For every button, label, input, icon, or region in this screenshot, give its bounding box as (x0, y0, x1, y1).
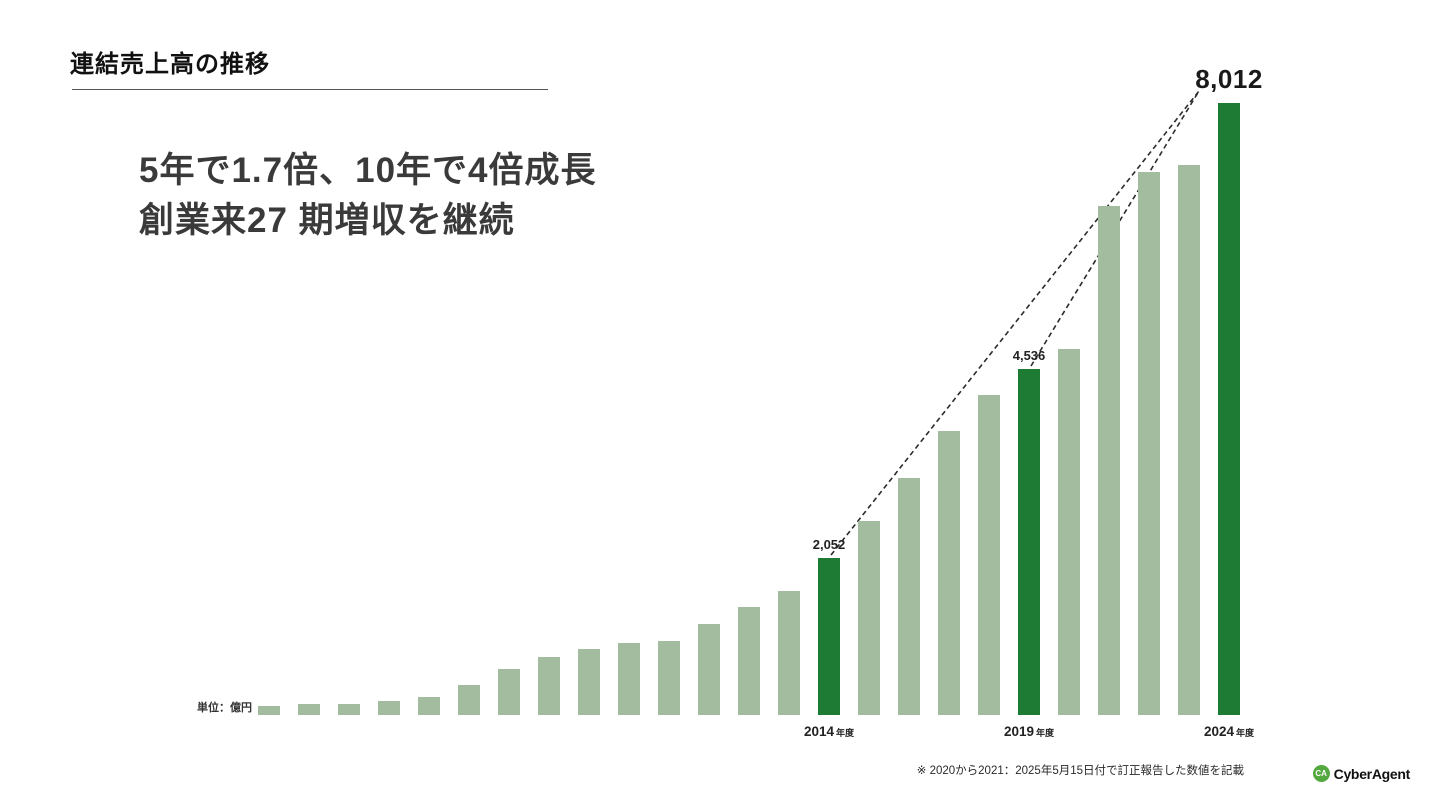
bar-2017 (938, 431, 960, 715)
bar-2002 (338, 704, 360, 715)
bar-2008 (578, 649, 600, 715)
cyberagent-logo: CA CyberAgent (1312, 765, 1411, 782)
bar-2021 (1098, 206, 1120, 715)
bar-2020 (1058, 349, 1080, 715)
headline-line2: 創業来27 期増収を継続 (139, 200, 515, 240)
bar-2001 (298, 704, 320, 715)
revenue-bar-chart: 2,052 2014 年度 4,536 2019 年度 8,012 2024 年度 (258, 64, 1262, 739)
bar-2012 (738, 607, 760, 715)
bar-2019 (1018, 369, 1040, 715)
trend-line-2014-to-2024 (830, 90, 1200, 556)
bar-2007 (538, 657, 560, 715)
bar-2014 (818, 558, 840, 715)
bar-2016 (898, 478, 920, 715)
trend-dashed-lines (830, 90, 1200, 556)
page-title: 連結売上高の推移 (70, 51, 270, 78)
x-tick-2014: 2014 年度 (803, 724, 855, 739)
bar-2015 (858, 521, 880, 715)
trend-line-2019-to-2024 (1030, 90, 1200, 367)
x-tick-2024: 2024 年度 (1203, 724, 1255, 739)
bar-2018 (978, 395, 1000, 715)
bar-2010 (658, 641, 680, 715)
bars-container (258, 103, 1240, 715)
bar-2003 (378, 701, 400, 715)
cyberagent-logo-text: CyberAgent (1333, 765, 1411, 782)
title-underline (72, 89, 548, 90)
bar-2000 (258, 706, 280, 715)
bar-2022 (1138, 172, 1160, 715)
bar-2009 (618, 643, 640, 715)
bar-2024 (1218, 103, 1240, 715)
bar-2023 (1178, 165, 1200, 715)
bar-2004 (418, 697, 440, 715)
headline-line1: 5年で1.7倍、10年で4倍成長 (139, 151, 597, 190)
bar-2006 (498, 669, 520, 715)
footnote: ※ 2020から2021：2025年5月15日付で訂正報告した数値を記載 (916, 765, 1244, 777)
headline: 5年で1.7倍、10年で4倍成長 創業来27 期増収を継続 (139, 146, 597, 245)
value-label-2024: 8,012 (1195, 64, 1263, 94)
cyberagent-logo-icon: CA (1312, 765, 1330, 782)
bar-2005 (458, 685, 480, 715)
unit-label: 単位：億円 (197, 702, 252, 714)
x-tick-2019: 2019 年度 (1003, 724, 1055, 739)
bar-2011 (698, 624, 720, 715)
bar-2013 (778, 591, 800, 715)
